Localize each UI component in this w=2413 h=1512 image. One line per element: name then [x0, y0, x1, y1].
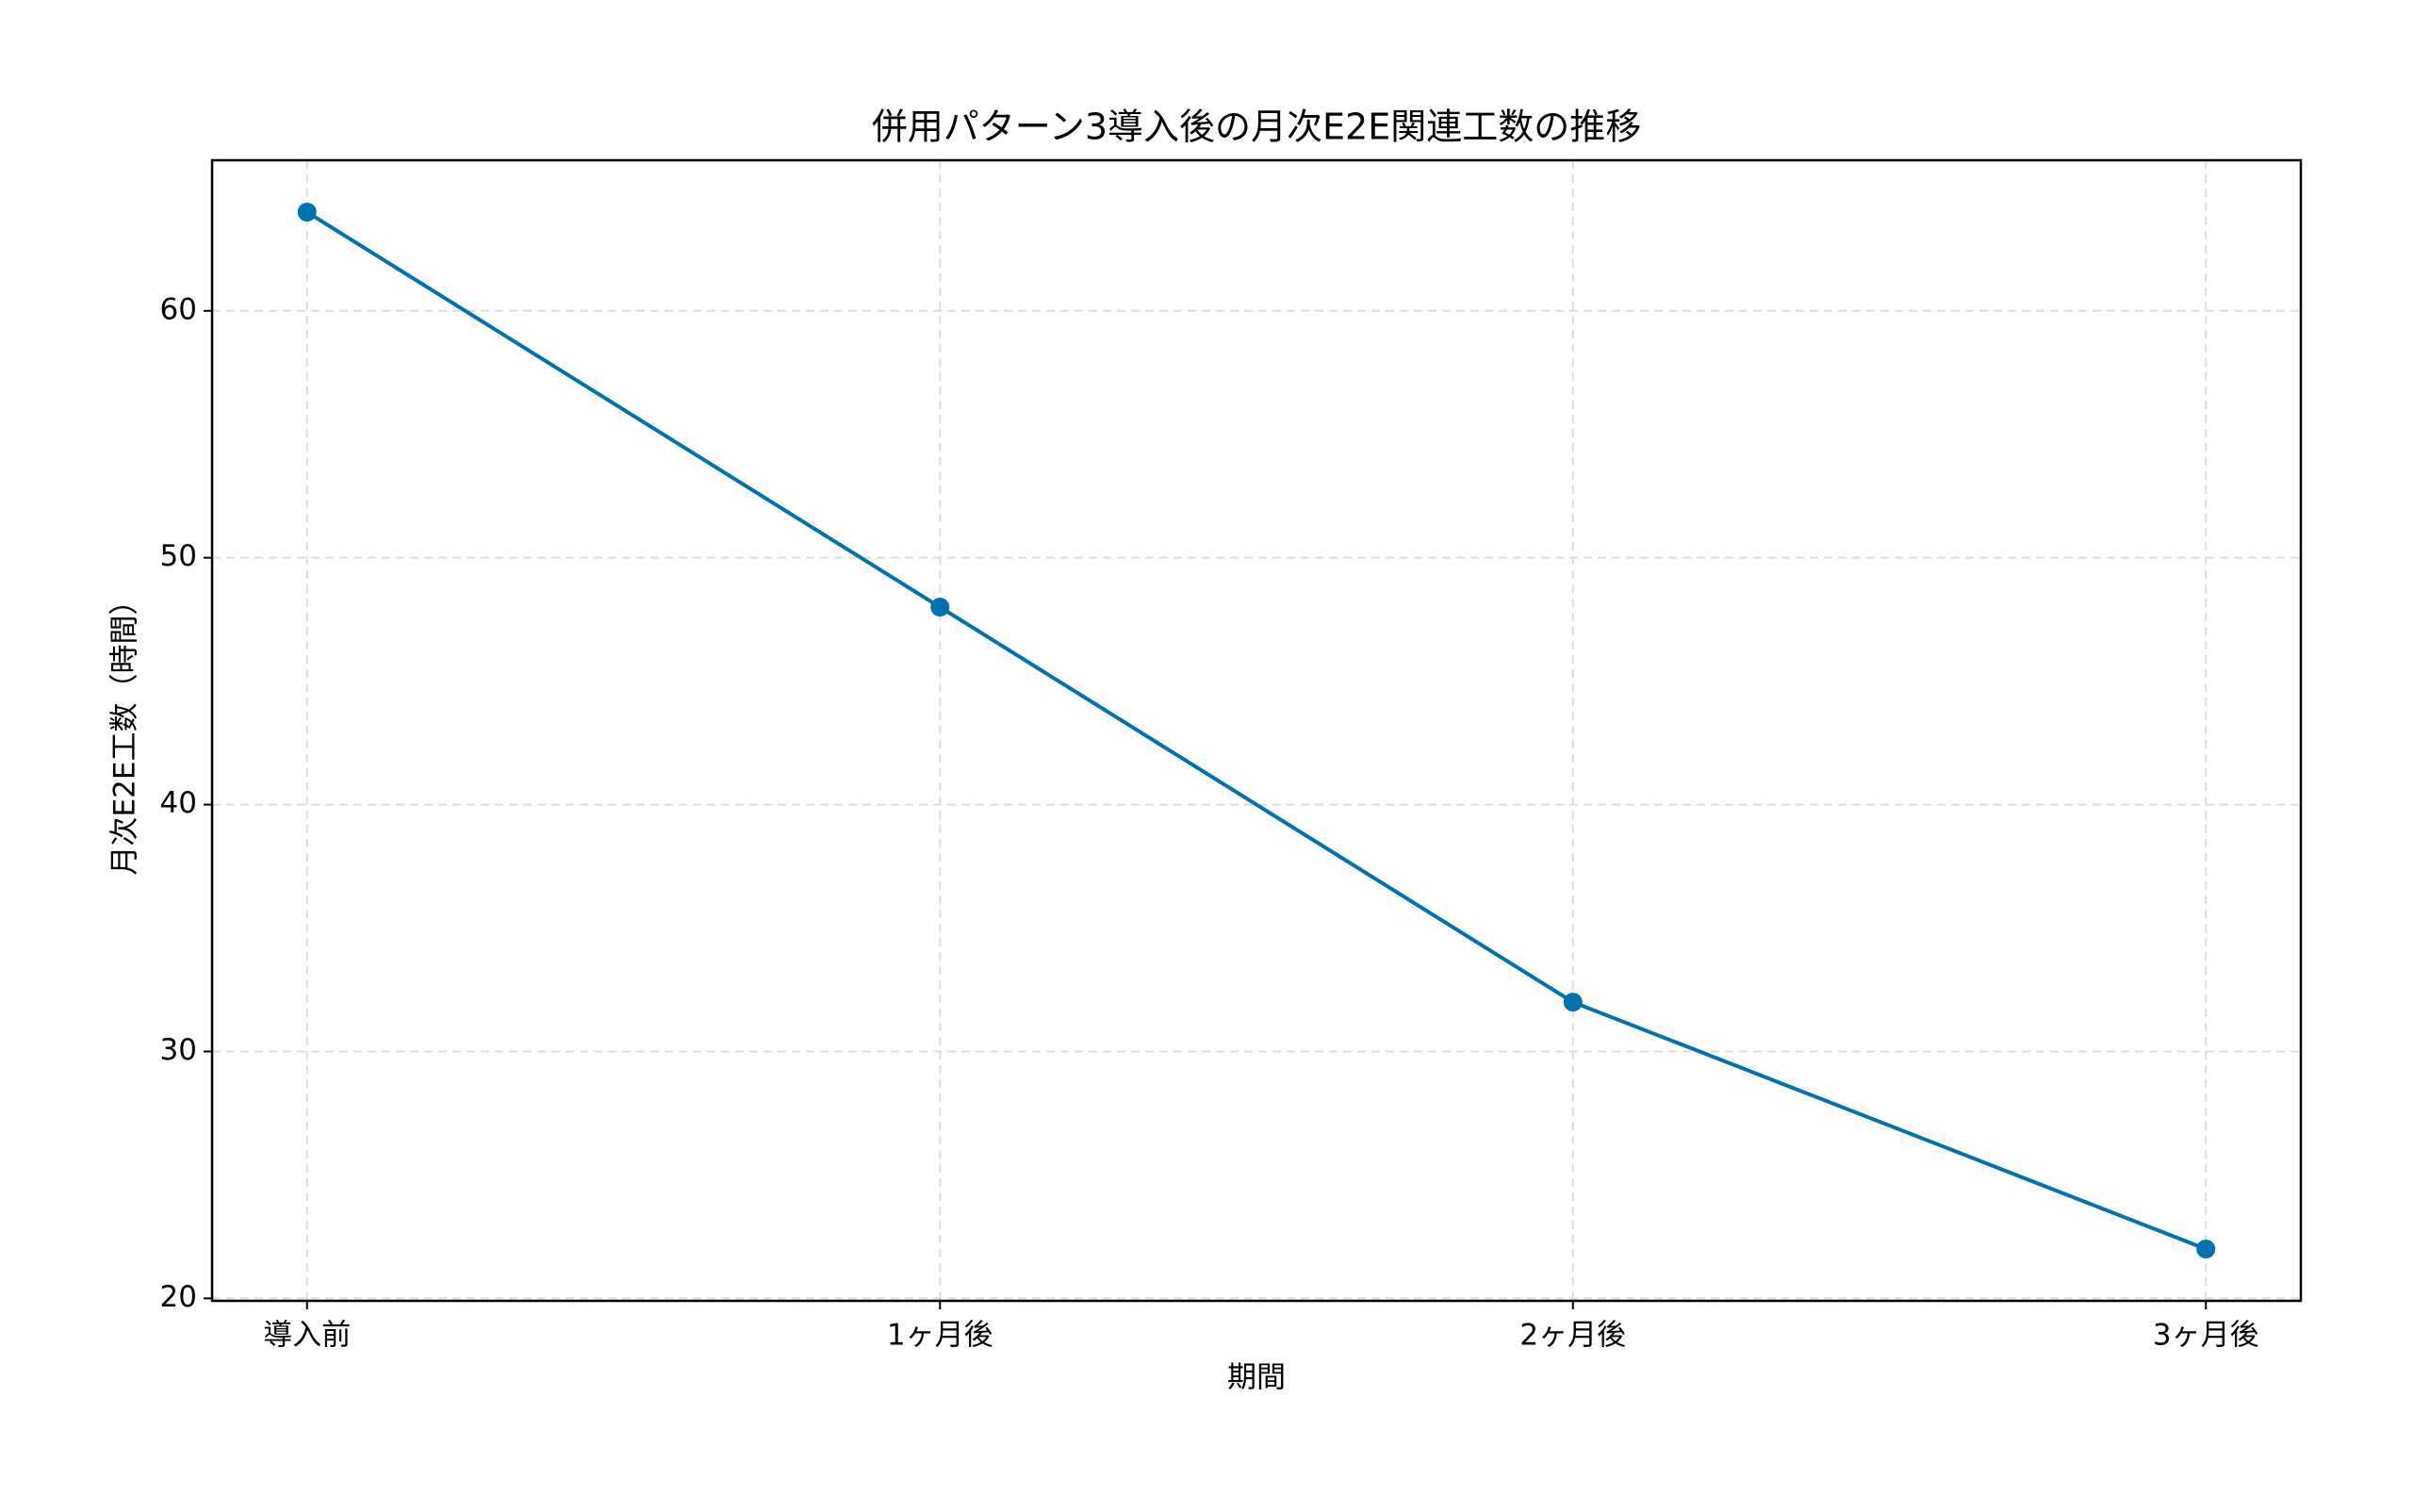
y-tick-label: 20: [160, 1280, 197, 1314]
x-tick-label: 導入前: [263, 1319, 351, 1353]
data-point: [930, 598, 950, 617]
data-line: [305, 210, 2207, 1251]
x-tick-label: 3ヶ月後: [2153, 1319, 2259, 1353]
chart-title: 併用パターン3導入後の月次E2E関連工数の推移: [872, 107, 1641, 148]
x-tick-label: 1ヶ月後: [887, 1319, 993, 1353]
y-tick-label: 40: [160, 786, 197, 820]
data-point: [1563, 993, 1583, 1012]
y-tick-label: 30: [160, 1033, 197, 1067]
y-tick-label: 50: [160, 539, 197, 573]
data-point: [2196, 1240, 2216, 1258]
data-point: [297, 203, 317, 222]
plot-frame: [210, 158, 2303, 1303]
x-tick-label: 2ヶ月後: [1519, 1319, 1626, 1353]
y-axis-label: 月次E2E工数（時間）: [108, 586, 142, 876]
x-axis-label: 期間: [1227, 1361, 1286, 1395]
y-tick-label: 60: [160, 292, 197, 326]
